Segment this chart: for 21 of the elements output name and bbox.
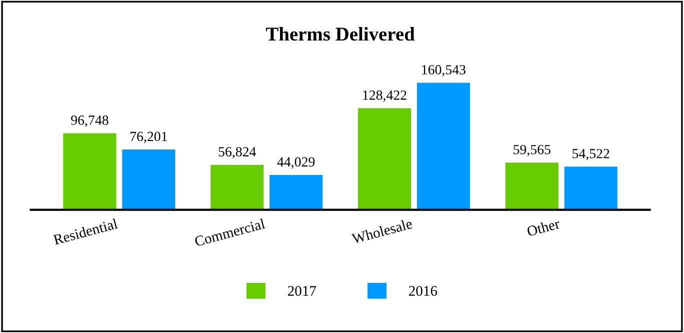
x-tick-label: Other [526, 218, 560, 236]
x-tick-label: Wholesale [351, 218, 413, 244]
data-label: 76,201 [130, 132, 167, 144]
legend-label: 2017 [288, 286, 316, 296]
data-label: 44,029 [277, 157, 315, 169]
bar [416, 82, 470, 210]
data-label: 59,565 [514, 144, 550, 156]
data-label: 160,543 [422, 65, 466, 76]
bar [358, 108, 412, 210]
bar [210, 164, 264, 210]
bar [63, 133, 116, 210]
data-label: 96,748 [71, 116, 108, 127]
bar [122, 150, 176, 210]
data-label: 54,522 [572, 148, 610, 160]
bar [270, 174, 323, 210]
chart-title: Therms Delivered [266, 27, 415, 41]
data-label: 56,824 [218, 147, 256, 158]
data-label: 128,422 [363, 90, 406, 102]
legend-label: 2016 [408, 286, 438, 296]
bar [564, 166, 618, 210]
bar [505, 162, 558, 210]
